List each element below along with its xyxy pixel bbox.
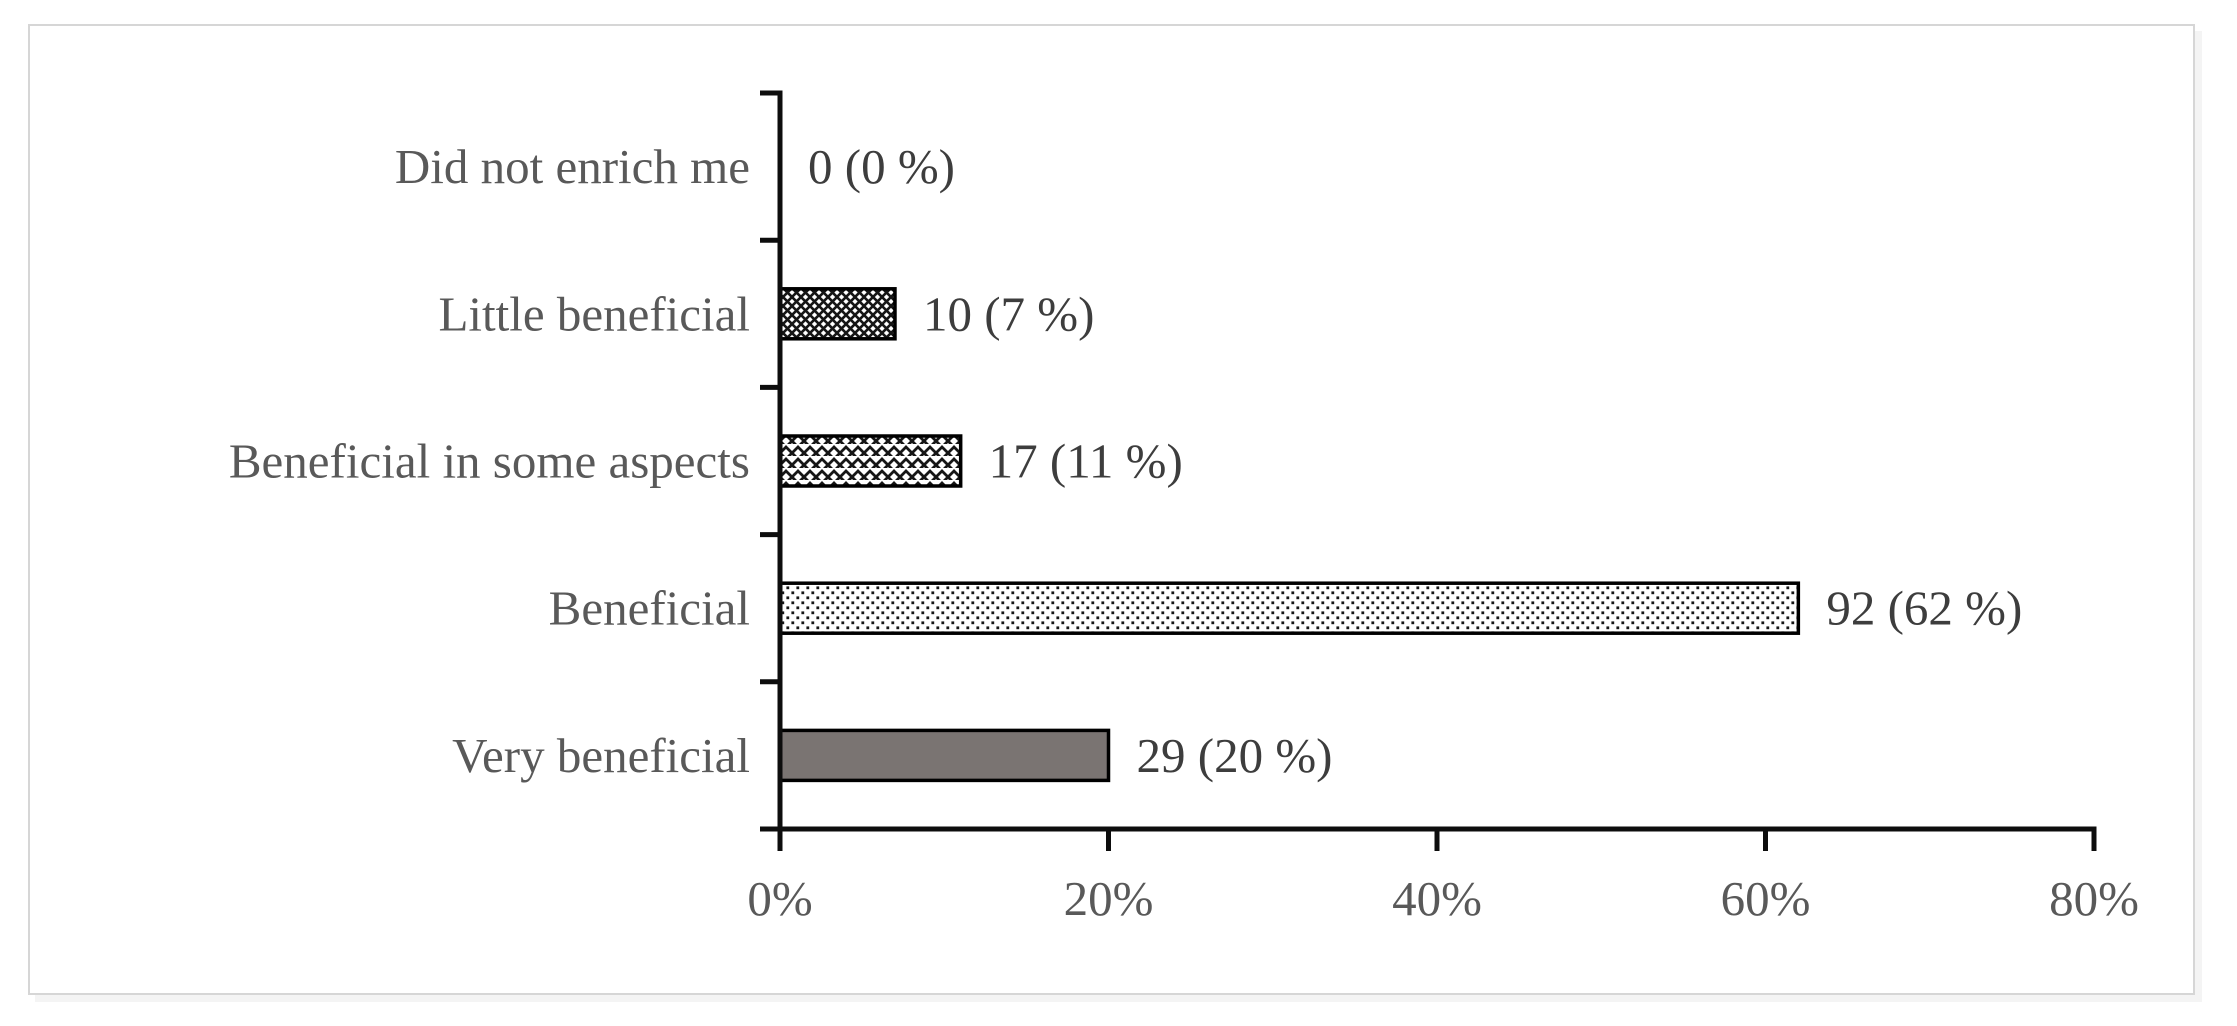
bar-diagonal-crosshatch — [778, 287, 897, 341]
value-label: 29 (20 %) — [1137, 728, 1333, 783]
category-label: Beneficial — [549, 581, 750, 636]
x-tick-label: 80% — [2049, 871, 2139, 926]
chart-frame: Did not enrich me 0 (0 %) Little beneficia… — [28, 24, 2195, 995]
category-label: Beneficial in some aspects — [229, 434, 750, 489]
category-label: Little beneficial — [438, 286, 750, 341]
category-label: Very beneficial — [452, 728, 750, 783]
chart-row: Beneficial 92 (62 %) — [549, 581, 2023, 636]
axes — [760, 90, 2097, 851]
x-tick-label: 0% — [747, 871, 812, 926]
value-label: 10 (7 %) — [923, 286, 1094, 341]
chart-row: Beneficial in some aspects 17 (11 %) — [229, 434, 1183, 489]
value-label: 17 (11 %) — [989, 434, 1183, 489]
x-tick-label: 20% — [1064, 871, 1154, 926]
x-tick-label: 60% — [1721, 871, 1811, 926]
value-label: 92 (62 %) — [1826, 581, 2022, 636]
bar-dots — [778, 581, 1801, 635]
bar-weave — [778, 434, 963, 488]
value-label: 0 (0 %) — [808, 139, 955, 194]
bar-solid — [778, 728, 1111, 783]
chart-row: Did not enrich me 0 (0 %) — [395, 139, 955, 194]
chart-row: Very beneficial 29 (20 %) — [452, 728, 1332, 783]
x-tick-label: 40% — [1392, 871, 1482, 926]
category-label: Did not enrich me — [395, 139, 750, 194]
chart-row: Little beneficial 10 (7 %) — [438, 286, 1094, 341]
